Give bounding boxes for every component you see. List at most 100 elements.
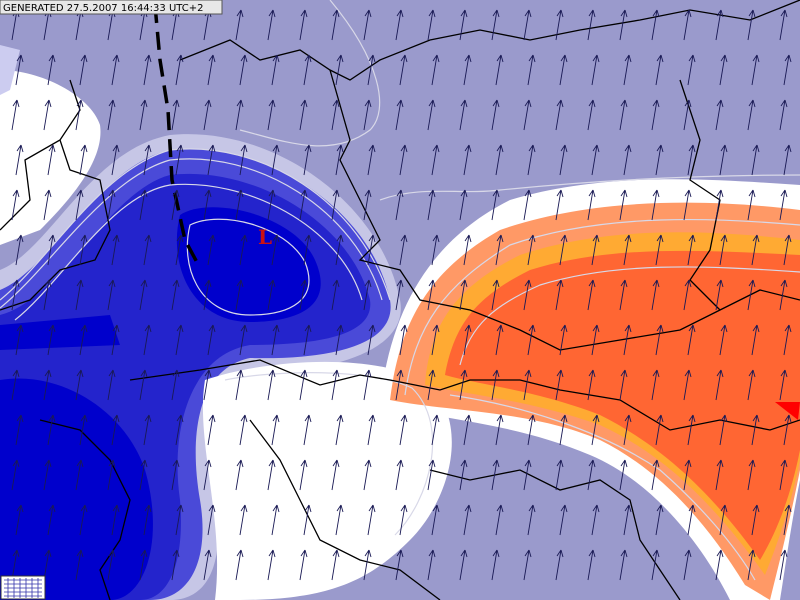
wind-arrow: [491, 279, 500, 311]
wind-arrow: [299, 99, 308, 131]
wind-arrow: [751, 234, 760, 266]
wind-arrow: [431, 324, 440, 356]
wind-arrow: [655, 504, 664, 536]
wind-arrow: [587, 9, 596, 41]
wind-arrow: [555, 189, 564, 221]
wind-arrow: [399, 414, 408, 446]
wind-arrow: [459, 549, 468, 581]
wind-arrow: [683, 279, 692, 311]
border: [679, 79, 721, 311]
wind-arrow: [715, 189, 724, 221]
wind-arrow: [75, 99, 84, 131]
wind-arrow: [111, 144, 120, 176]
wind-arrow: [203, 459, 212, 491]
border: [0, 79, 111, 311]
wind-arrow: [683, 369, 692, 401]
wind-arrow: [559, 54, 568, 86]
wind-arrow: [651, 459, 660, 491]
wind-arrow: [143, 414, 152, 446]
wind-arrow: [619, 369, 628, 401]
wind-arrow: [427, 279, 436, 311]
wind-arrow: [331, 9, 340, 41]
wind-arrow: [367, 324, 376, 356]
wind-arrow: [747, 99, 756, 131]
wind-arrow: [47, 234, 56, 266]
wind-arrow: [335, 504, 344, 536]
wind-arrow: [43, 189, 52, 221]
border: [179, 0, 800, 81]
wind-arrow: [299, 279, 308, 311]
wind-arrow: [107, 189, 116, 221]
wind-arrow: [143, 324, 152, 356]
wind-arrow: [111, 504, 120, 536]
wind-arrow: [527, 324, 536, 356]
wind-arrow: [687, 414, 696, 446]
wind-arrow: [143, 234, 152, 266]
wind-arrow: [335, 414, 344, 446]
wind-arrow: [43, 369, 52, 401]
wind-arrow: [239, 324, 248, 356]
wind-arrow: [747, 9, 756, 41]
wind-arrow: [495, 144, 504, 176]
wind-arrow: [687, 54, 696, 86]
wind-arrow: [623, 414, 632, 446]
wind-arrow: [591, 54, 600, 86]
border: [129, 359, 800, 431]
wind-arrow: [719, 324, 728, 356]
wind-arrow: [299, 189, 308, 221]
wind-arrow: [683, 549, 692, 581]
wind-arrow: [363, 99, 372, 131]
border: [429, 469, 681, 600]
wind-arrow: [235, 549, 244, 581]
wind-arrow: [459, 459, 468, 491]
wind-arrow: [715, 99, 724, 131]
wind-arrow: [587, 189, 596, 221]
wind-arrow: [427, 369, 436, 401]
wind-arrow: [399, 324, 408, 356]
legend-box: [0, 575, 46, 600]
wind-arrow: [395, 189, 404, 221]
wind-arrow: [15, 504, 24, 536]
wind-arrow: [79, 234, 88, 266]
front-line: [153, 4, 202, 269]
wind-arrow: [463, 144, 472, 176]
wind-arrow: [715, 9, 724, 41]
wind-arrow: [395, 9, 404, 41]
wind-arrow: [363, 459, 372, 491]
wind-arrow: [15, 144, 24, 176]
wind-arrow: [491, 369, 500, 401]
wind-arrow: [47, 504, 56, 536]
wind-arrow: [79, 414, 88, 446]
wind-arrow: [139, 279, 148, 311]
wind-arrow: [783, 414, 792, 446]
wind-arrow: [15, 54, 24, 86]
wind-arrow: [559, 234, 568, 266]
wind-arrow: [399, 234, 408, 266]
wind-arrow: [779, 279, 788, 311]
wind-arrow: [143, 504, 152, 536]
legend-grid: [4, 578, 42, 598]
wind-arrow: [719, 54, 728, 86]
contour: [459, 266, 800, 366]
contour: [224, 372, 434, 536]
wind-arrow: [335, 144, 344, 176]
wind-arrow: [715, 369, 724, 401]
wind-arrow: [139, 189, 148, 221]
wind-arrow: [207, 504, 216, 536]
wind-arrow: [747, 459, 756, 491]
wind-arrow: [431, 504, 440, 536]
legend-icon: [0, 575, 46, 600]
wind-arrow: [655, 234, 664, 266]
wind-arrow: [655, 144, 664, 176]
wind-arrow: [463, 54, 472, 86]
wind-arrow: [463, 414, 472, 446]
wind-arrow: [523, 549, 532, 581]
wind-arrow: [111, 54, 120, 86]
wind-arrow: [203, 279, 212, 311]
wind-arrow: [15, 414, 24, 446]
wind-arrow: [335, 234, 344, 266]
wind-arrow: [719, 234, 728, 266]
wind-arrow: [235, 99, 244, 131]
wind-arrow: [171, 549, 180, 581]
